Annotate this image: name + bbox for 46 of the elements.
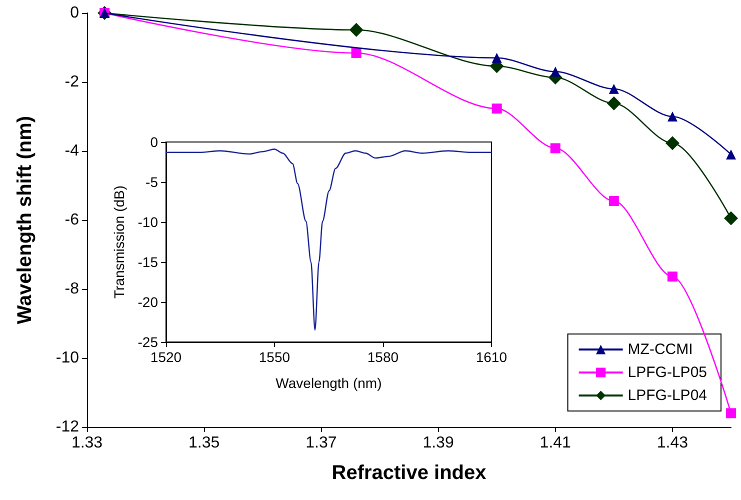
- x-tick-label: 1610: [476, 349, 508, 365]
- y-tick-label: -25: [138, 334, 158, 350]
- legend-label: LPFG-LP04: [628, 387, 708, 404]
- y-tick-label: 0: [150, 134, 158, 150]
- y-tick-label: -8: [64, 280, 80, 298]
- y-tick-label: -12: [56, 418, 80, 436]
- y-axis-title: Wavelength shift (nm): [14, 116, 36, 324]
- point: [606, 96, 621, 110]
- point: [726, 408, 736, 418]
- point: [726, 149, 736, 160]
- x-tick-label: 1.37: [306, 434, 337, 452]
- point: [492, 52, 502, 63]
- y-tick-label: 0: [70, 4, 80, 22]
- x-tick-label: 1.33: [71, 434, 103, 452]
- point: [608, 196, 619, 206]
- x-tick-label: 1.35: [188, 434, 220, 452]
- y-tick-label: -6: [64, 212, 80, 228]
- point: [550, 66, 560, 77]
- y-tick-label: -10: [56, 350, 80, 366]
- y-tick-label: -5: [146, 174, 158, 190]
- point: [349, 22, 364, 37]
- point: [667, 272, 678, 282]
- point: [550, 143, 560, 154]
- x-tick-label: 1.41: [540, 434, 572, 452]
- y-tick-label: -20: [138, 294, 158, 310]
- point: [492, 104, 502, 114]
- x-tick-label: 1580: [367, 349, 399, 365]
- y-tick-label: -4: [64, 142, 80, 160]
- line-series: [165, 148, 492, 331]
- point: [608, 84, 619, 94]
- x-tick-label: 1550: [258, 349, 290, 365]
- point: [667, 112, 678, 122]
- y-tick-label: -15: [138, 254, 158, 270]
- y-axis-title: Transmission (dB): [111, 185, 127, 299]
- x-tick-label: 1520: [150, 349, 182, 365]
- y-tick-label: -2: [64, 74, 80, 90]
- x-tick-label: 1.43: [656, 434, 688, 452]
- point: [724, 211, 738, 226]
- x-axis-title: Wavelength (nm): [276, 375, 382, 391]
- x-tick-label: 1.39: [422, 434, 454, 452]
- point: [351, 48, 362, 58]
- point: [665, 136, 680, 150]
- y-tick-label: -10: [138, 214, 158, 230]
- legend-label: MZ-CCMI: [628, 341, 693, 358]
- legend-label: LPFG-LP05: [628, 364, 708, 381]
- x-axis-title: Refractive index: [332, 462, 486, 484]
